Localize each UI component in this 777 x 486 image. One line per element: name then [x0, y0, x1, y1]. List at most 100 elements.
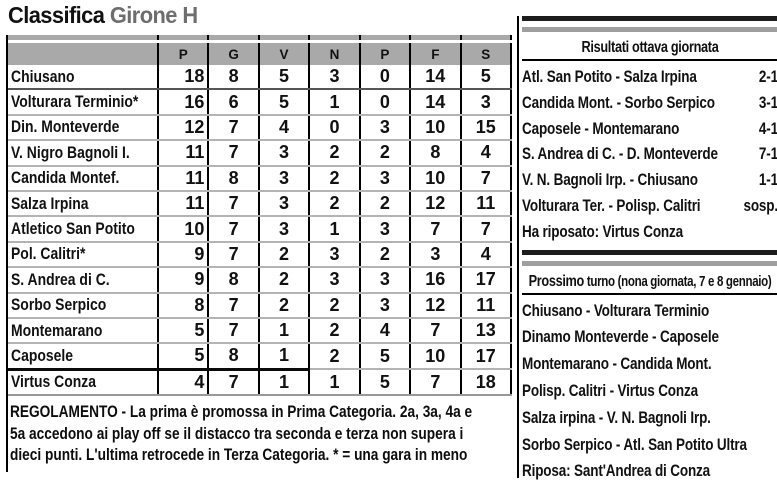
fixture-text: Dinamo Monteverde - Caposele: [522, 327, 719, 347]
title-rule: [522, 292, 777, 295]
results-title: Risultati ottava giornata: [581, 39, 719, 56]
goals-for-cell: 10: [409, 165, 461, 192]
played-cell: 8: [207, 165, 259, 192]
goals-against-cell: 3: [459, 89, 511, 116]
result-fixture: Atl. San Potito - Salza Irpina: [522, 67, 697, 86]
goals-for-cell: 7: [409, 216, 461, 243]
losses-cell: 3: [358, 267, 411, 294]
standings-header: P G V N P F S: [8, 35, 511, 65]
goals-against-cell: 4: [459, 241, 511, 269]
points-cell: 5: [156, 317, 209, 345]
goals-for-cell: 10: [409, 114, 461, 142]
result-score: 3-1: [758, 92, 777, 112]
draws-cell: 2: [308, 140, 360, 167]
team-column-header: [8, 41, 158, 65]
wins-cell: 4: [257, 114, 310, 142]
played-cell: 8: [207, 343, 259, 371]
team-name-cell: Sorbo Serpico: [8, 292, 158, 319]
stat-column-header: G: [207, 41, 259, 65]
points-cell: 8: [156, 292, 209, 319]
fixture-row: Dinamo Monteverde - Caposele: [522, 324, 777, 351]
table-row: Pol. Calitri* 9 7 2 3 2 3 4: [8, 241, 511, 269]
team-name: Din. Monteverde: [11, 117, 120, 137]
team-name-cell: Salza Irpina: [8, 190, 158, 218]
team-name-cell: Chiusano: [8, 65, 158, 91]
draws-cell: 0: [308, 114, 360, 142]
goals-for-cell: 7: [409, 317, 461, 345]
fixture-text: Riposa: Sant'Andrea di Conza: [522, 461, 710, 481]
gray-divider-bar: [522, 27, 777, 32]
table-row: Montemarano 5 7 1 2 4 7 13: [8, 317, 511, 345]
played-cell: 6: [207, 89, 259, 116]
fixture-text: Sorbo Serpico - Atl. San Potito Ultra: [522, 434, 747, 454]
team-name-cell: Atletico San Potito: [8, 216, 158, 243]
stat-column-header: N: [308, 41, 360, 65]
wins-cell: 2: [257, 292, 310, 319]
draws-cell: 3: [308, 267, 360, 294]
table-row: Salza Irpina 11 7 3 2 2 12 11: [8, 190, 511, 218]
losses-cell: 2: [358, 190, 411, 218]
draws-cell: 3: [308, 241, 360, 269]
top-bar-cell: [459, 35, 511, 43]
team-name: Caposele: [11, 345, 73, 365]
points-cell: 5: [156, 343, 209, 371]
team-name-cell: Caposele: [8, 343, 158, 371]
fixture-row: Sorbo Serpico - Atl. San Potito Ultra: [522, 432, 777, 459]
goals-against-cell: 18: [459, 369, 511, 397]
top-bar-cell: [358, 35, 411, 43]
goals-against-cell: 5: [459, 65, 511, 91]
played-cell: 7: [207, 369, 259, 397]
result-fixture: Candida Mont. - Sorbo Serpico: [522, 92, 715, 112]
losses-cell: 5: [358, 343, 411, 371]
team-name-cell: Din. Monteverde: [8, 114, 158, 142]
goals-for-cell: 12: [409, 292, 461, 319]
wins-cell: 1: [257, 369, 310, 397]
team-name-cell: V. Nigro Bagnoli I.: [8, 140, 158, 167]
team-name: Atletico San Potito: [11, 219, 135, 239]
result-fixture: V. N. Bagnoli Irp. - Chiusano: [522, 170, 698, 190]
goals-against-cell: 13: [459, 317, 511, 345]
top-bar-cell: [207, 35, 259, 43]
fixture-row: Montemarano - Candida Mont.: [522, 351, 777, 378]
table-row: Virtus Conza 4 7 1 1 5 7 18: [8, 369, 511, 397]
regolamento-note: REGOLAMENTO - La prima è promossa in Pri…: [8, 396, 512, 472]
goals-against-cell: 11: [459, 190, 511, 218]
wins-cell: 5: [257, 89, 310, 116]
table-row: Volturara Terminio* 16 6 5 1 0 14 3: [8, 89, 511, 116]
wins-cell: 2: [257, 267, 310, 294]
result-score: 1-1: [758, 170, 777, 190]
losses-cell: 2: [358, 140, 411, 167]
standings-section: Classifica Girone H: [6, 2, 512, 472]
wins-cell: 2: [257, 241, 310, 269]
wins-cell: 3: [257, 165, 310, 192]
team-name-cell: Candida Montef.: [8, 165, 158, 192]
goals-against-cell: 15: [459, 114, 511, 142]
stat-column-header: P: [156, 41, 209, 65]
table-row: S. Andrea di C. 9 8 2 3 3 16 17: [8, 267, 511, 294]
draws-cell: 1: [308, 369, 360, 397]
losses-cell: 3: [358, 216, 411, 243]
draws-cell: 2: [308, 317, 360, 345]
played-cell: 7: [207, 216, 259, 243]
losses-cell: 2: [358, 241, 411, 269]
points-cell: 4: [156, 369, 209, 397]
draws-cell: 1: [308, 89, 360, 116]
fixture-row: Polisp. Calitri - Virtus Conza: [522, 378, 777, 405]
table-row: Din. Monteverde 12 7 4 0 3 10 15: [8, 114, 511, 142]
next-round-section: Prossimo turno (nona giornata, 7 e 8 gen…: [522, 249, 777, 486]
played-cell: 7: [207, 190, 259, 218]
standings-table-box: P G V N P F S: [6, 35, 512, 472]
result-row: Volturara Ter. - Polisp. Calitri sosp.: [522, 193, 777, 219]
note-text: - La prima è promossa in Prima Categoria…: [117, 402, 473, 422]
draws-cell: 1: [308, 216, 360, 243]
result-fixture: Caposele - Montemarano: [522, 118, 680, 138]
side-panel: Risultati ottava giornata Atl. San Potit…: [517, 16, 777, 480]
losses-cell: 3: [358, 292, 411, 319]
page-title: Classifica Girone H: [8, 2, 487, 35]
goals-against-cell: 17: [459, 267, 511, 294]
goals-for-cell: 7: [409, 369, 461, 397]
note-line: 5a accedono ai play off se il distacco t…: [10, 423, 464, 443]
fixture-text: Polisp. Calitri - Virtus Conza: [522, 380, 698, 400]
result-fixture: Volturara Ter. - Polisp. Calitri: [522, 195, 701, 215]
wins-cell: 3: [257, 190, 310, 218]
